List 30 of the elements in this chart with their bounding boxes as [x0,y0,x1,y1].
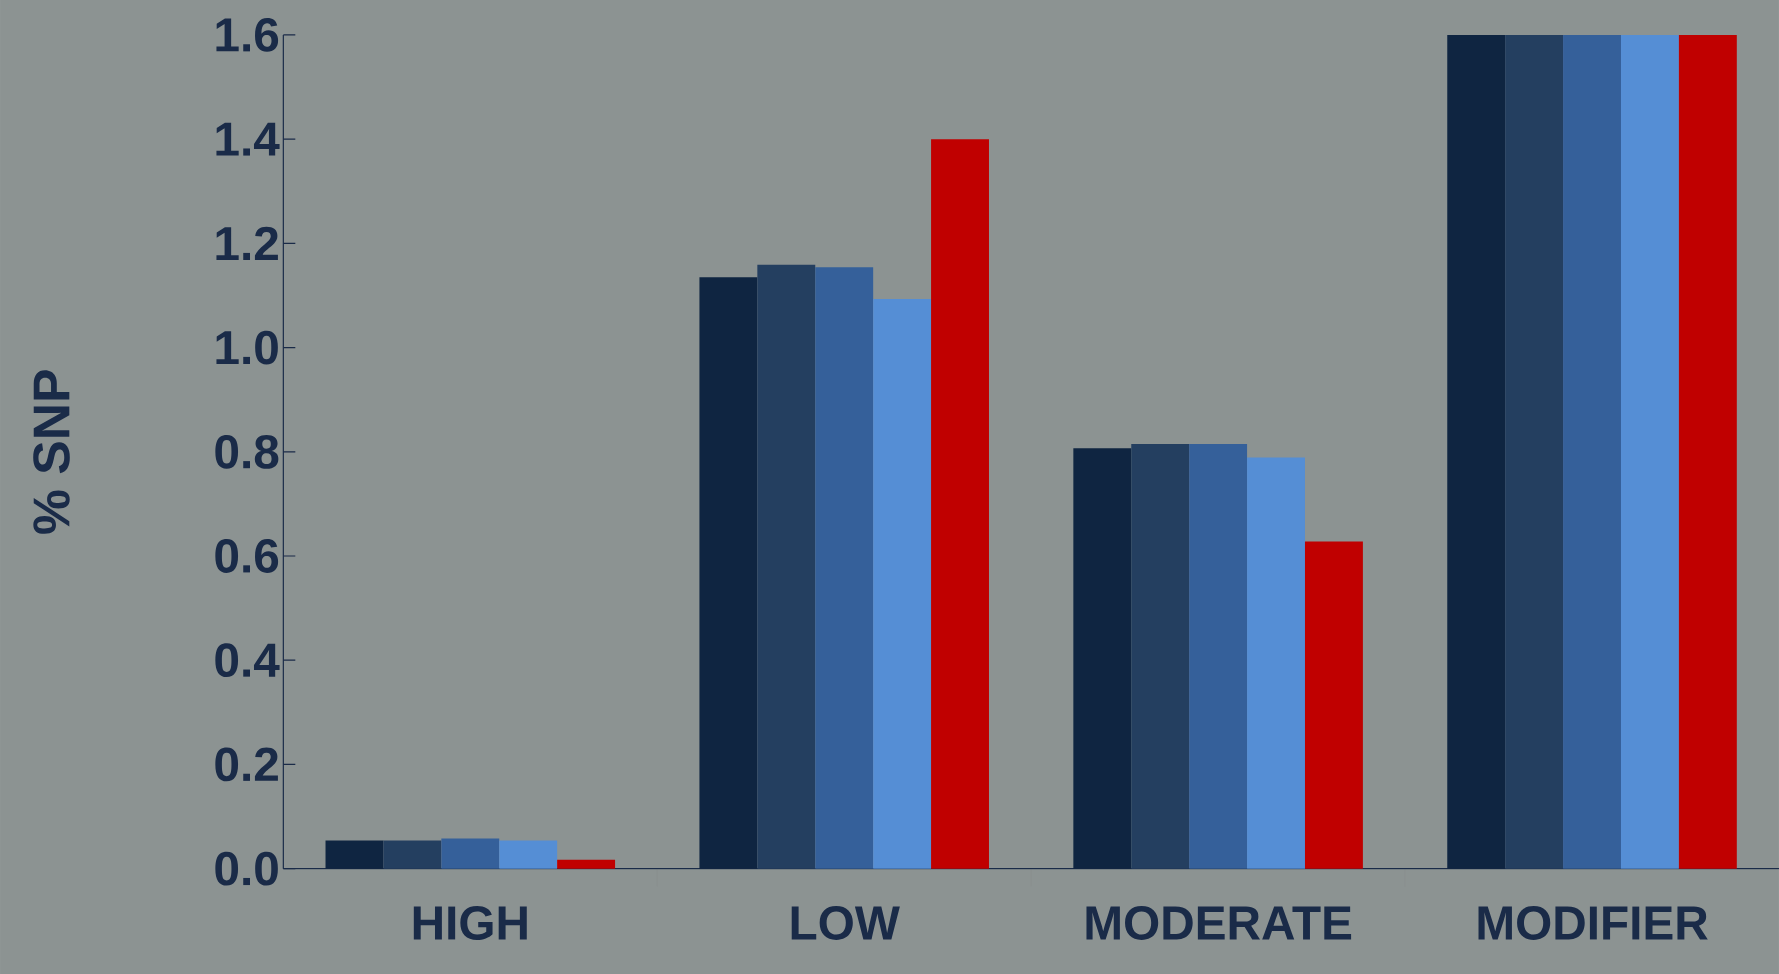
x-tick-label: MODERATE [1086,905,1352,940]
y-tick-label: 1.2 [216,226,278,260]
bar [1678,34,1737,869]
bar [383,840,442,869]
x-tick-label: LOW [791,905,900,940]
y-tick-label: 1.0 [216,330,278,365]
x-tick-label: MODIFIER [1478,905,1708,940]
bar [441,838,500,869]
y-tick-label: 1.6 [216,17,279,52]
bar [1247,457,1305,869]
bar [1563,34,1621,869]
bar [1505,34,1564,869]
x-tick-label: HIGH [413,905,527,940]
bar [757,264,816,869]
bar [1189,443,1248,869]
bar [815,267,874,869]
bar [873,298,932,869]
bar [499,840,558,869]
y-tick-label: 0.2 [215,747,278,782]
y-axis-title: % SNP [33,370,70,534]
y-tick-label: 0.0 [215,851,278,886]
y-tick-label: 1.4 [216,122,280,156]
bar [1620,34,1679,869]
bar [557,859,616,869]
y-tick-label: 0.6 [215,538,279,573]
bar [1304,541,1363,869]
y-tick-label: 0.8 [215,434,279,469]
bar [1131,443,1190,869]
bar [931,138,989,869]
y-tick-label: 0.4 [215,643,280,677]
